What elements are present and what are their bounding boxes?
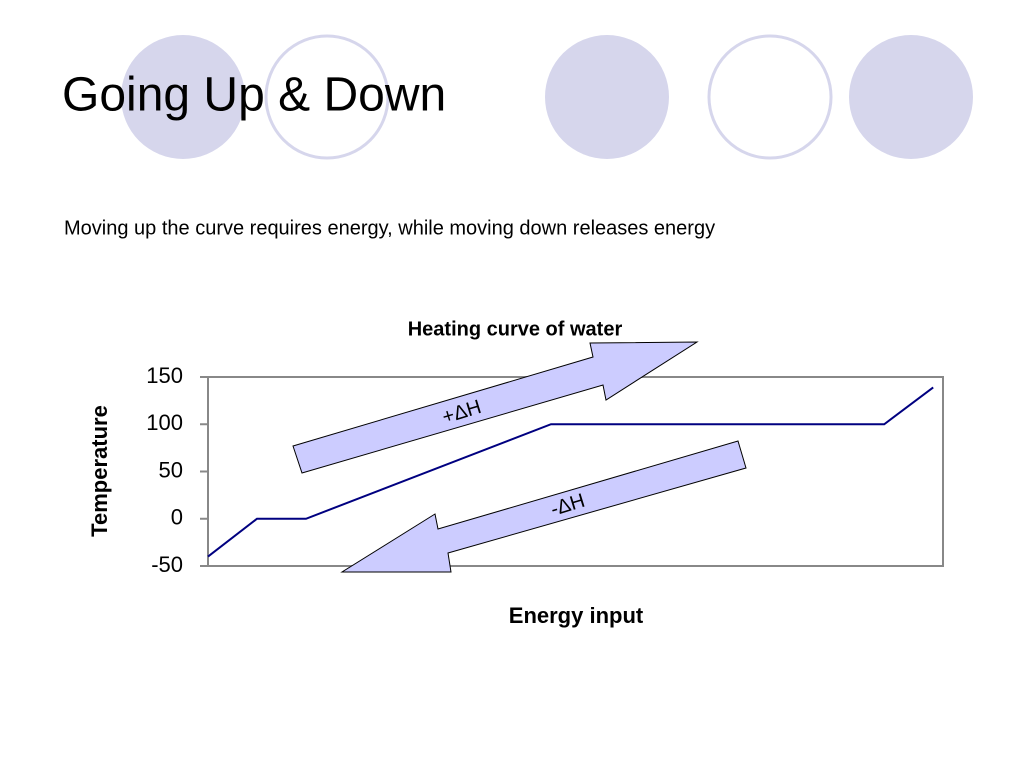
arrow-up [292,341,699,474]
arrow-down [340,440,747,573]
y-tick-label: 150 [146,363,183,388]
decor-circle [121,35,245,159]
plot: -50 0 50 100 150 [146,363,934,577]
data-line [207,386,934,558]
decor-circle [849,35,973,159]
slide-title: Going Up & Down [62,69,446,122]
y-tick-label: 100 [146,410,183,435]
y-axis-label: Temperature [87,405,112,537]
decor-circle [264,34,390,160]
decor-circle [707,34,833,160]
x-axis-label: Energy input [509,603,644,628]
y-tick-label: -50 [151,552,183,577]
chart-title: Heating curve of water [408,318,623,340]
y-tick-label: 50 [159,457,183,482]
decor-circle [545,35,669,159]
slide-subtitle: Moving up the curve requires energy, whi… [64,217,715,239]
y-tick-label: 0 [171,505,183,530]
